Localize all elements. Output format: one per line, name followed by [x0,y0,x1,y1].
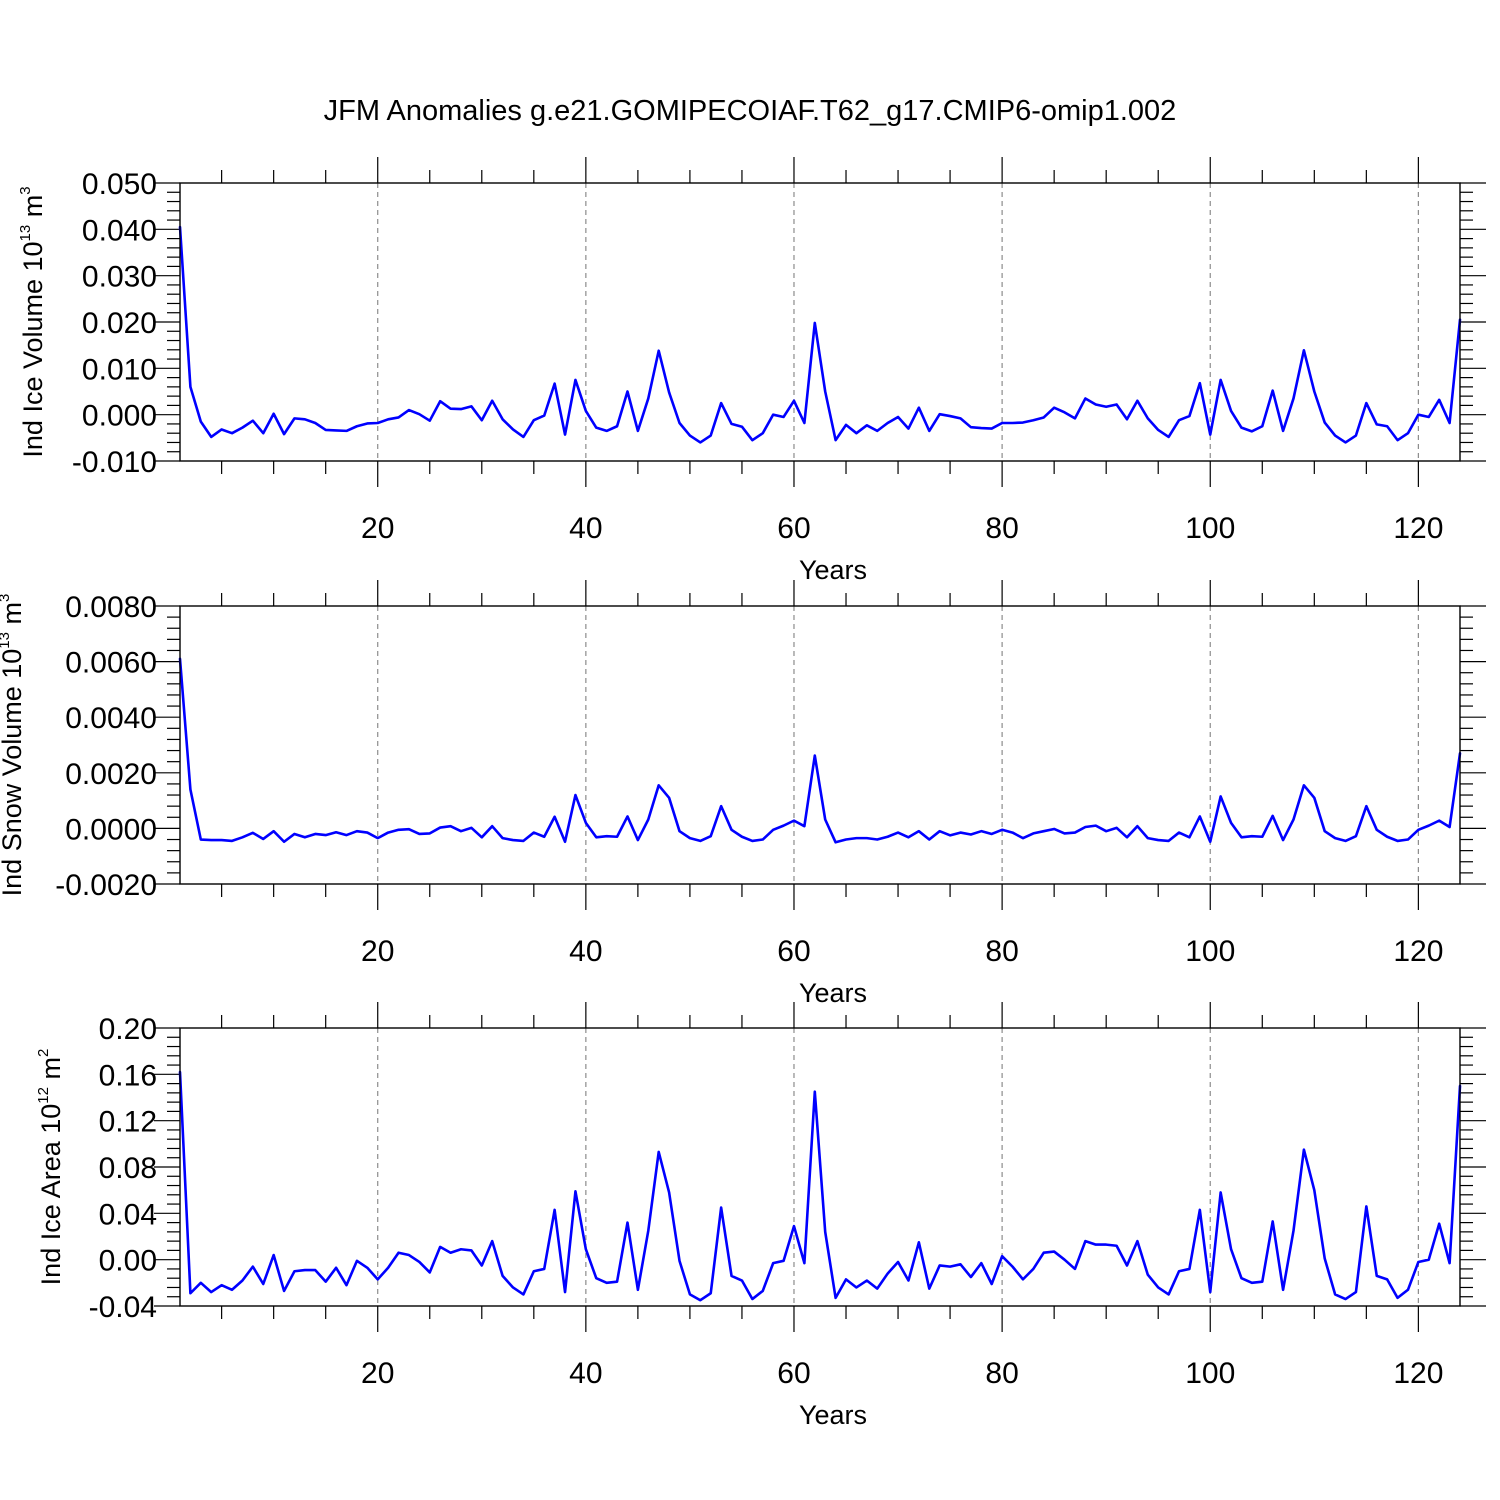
y-tick-label: 0.16 [99,1059,157,1092]
y-tick-label: 0.08 [99,1152,157,1185]
x-tick-label: 60 [777,512,810,545]
x-tick-label: 60 [777,935,810,968]
x-tick-label: 100 [1185,1357,1235,1390]
y-tick-label: -0.04 [89,1291,157,1324]
x-tick-labels: 20 40 60 80 100 120 [361,935,1443,968]
y-tick-label: 0.040 [82,214,157,247]
minor-ticks [167,1015,1473,1319]
grid-lines [377,1028,1419,1306]
grid-lines [377,606,1419,884]
panel-ice-volume: -0.010 0.000 0.010 0.020 0.030 0.040 0.050 20 4… [17,157,1486,585]
y-label-unit-exponent: 3 [17,186,34,194]
x-tick-label: 120 [1393,1357,1443,1390]
y-tick-label: 0.12 [99,1106,157,1139]
y-tick-label: 0.0080 [65,591,157,624]
grid-lines [377,183,1419,461]
x-tick-labels: 20 40 60 80 100 120 [361,1357,1443,1390]
y-label-exponent: 13 [17,225,34,242]
y-tick-label: 0.000 [82,400,157,433]
x-tick-label: 120 [1393,935,1443,968]
x-tick-label: 80 [985,512,1018,545]
series-line [178,225,1462,444]
y-tick-label: 0.050 [82,168,157,201]
panel-snow-volume: -0.0020 0.0000 0.0020 0.0040 0.0060 0.0080 20… [0,580,1486,1008]
x-tick-label: 100 [1185,935,1235,968]
y-tick-labels: -0.04 0.00 0.04 0.08 0.12 0.16 0.20 [89,1013,157,1324]
y-label-text: Ind Ice Volume 10 [18,241,48,457]
x-tick-label: 40 [569,935,602,968]
y-label-unit-exponent: 2 [35,1049,52,1057]
figure-title: JFM Anomalies g.e21.GOMIPECOIAF.T62_g17.… [324,95,1177,127]
y-label-unit: m [0,602,27,632]
x-tick-label: 40 [569,1357,602,1390]
x-tick-label: 20 [361,1357,394,1390]
y-tick-label: 0.0040 [65,702,157,735]
minor-ticks [167,170,1473,474]
y-tick-label: 0.030 [82,261,157,294]
y-tick-label: -0.010 [72,446,157,479]
y-tick-label: 0.0000 [65,813,157,846]
y-label-unit-exponent: 3 [0,594,13,602]
x-tick-labels: 20 40 60 80 100 120 [361,512,1443,545]
y-label-exponent: 12 [35,1087,52,1104]
y-label-exponent: 13 [0,632,13,649]
minor-ticks [167,593,1473,897]
y-tick-label: 0.0020 [65,758,157,791]
x-axis-label: Years [799,1400,867,1430]
y-label-unit: m [18,195,48,225]
x-axis-label: Years [799,978,867,1008]
x-tick-label: 80 [985,1357,1018,1390]
x-tick-label: 100 [1185,512,1235,545]
y-tick-labels: -0.0020 0.0000 0.0020 0.0040 0.0060 0.0080 [55,591,157,902]
y-tick-labels: -0.010 0.000 0.010 0.020 0.030 0.040 0.050 [72,168,157,479]
y-tick-label: 0.020 [82,307,157,340]
y-axis-label: Ind Snow Volume 1013 m3 [0,594,27,897]
y-tick-label: 0.20 [99,1013,157,1046]
y-tick-label: 0.00 [99,1245,157,1278]
y-label-unit: m [36,1057,66,1087]
y-tick-label: 0.010 [82,353,157,386]
major-ticks [154,1002,1486,1332]
panel-ice-area: -0.04 0.00 0.04 0.08 0.12 0.16 0.20 20 40 60 80 10… [35,1002,1486,1430]
x-tick-label: 80 [985,935,1018,968]
major-ticks [154,157,1486,487]
y-label-text: Ind Ice Area 10 [36,1104,66,1286]
x-tick-label: 60 [777,1357,810,1390]
series-line [178,657,1462,844]
y-tick-label: 0.04 [99,1198,157,1231]
y-label-text: Ind Snow Volume 10 [0,649,27,897]
x-tick-label: 20 [361,935,394,968]
y-tick-label: 0.0060 [65,647,157,680]
major-ticks [154,580,1486,910]
series-line [178,1070,1462,1302]
plot-frame [179,605,1461,885]
plot-frame [179,182,1461,462]
x-tick-label: 40 [569,512,602,545]
y-axis-label: Ind Ice Area 1012 m2 [35,1049,66,1286]
y-tick-label: -0.0020 [55,869,157,902]
plot-frame [179,1027,1461,1307]
y-axis-label: Ind Ice Volume 1013 m3 [17,186,48,457]
x-tick-label: 20 [361,512,394,545]
x-tick-label: 120 [1393,512,1443,545]
x-axis-label: Years [799,555,867,585]
